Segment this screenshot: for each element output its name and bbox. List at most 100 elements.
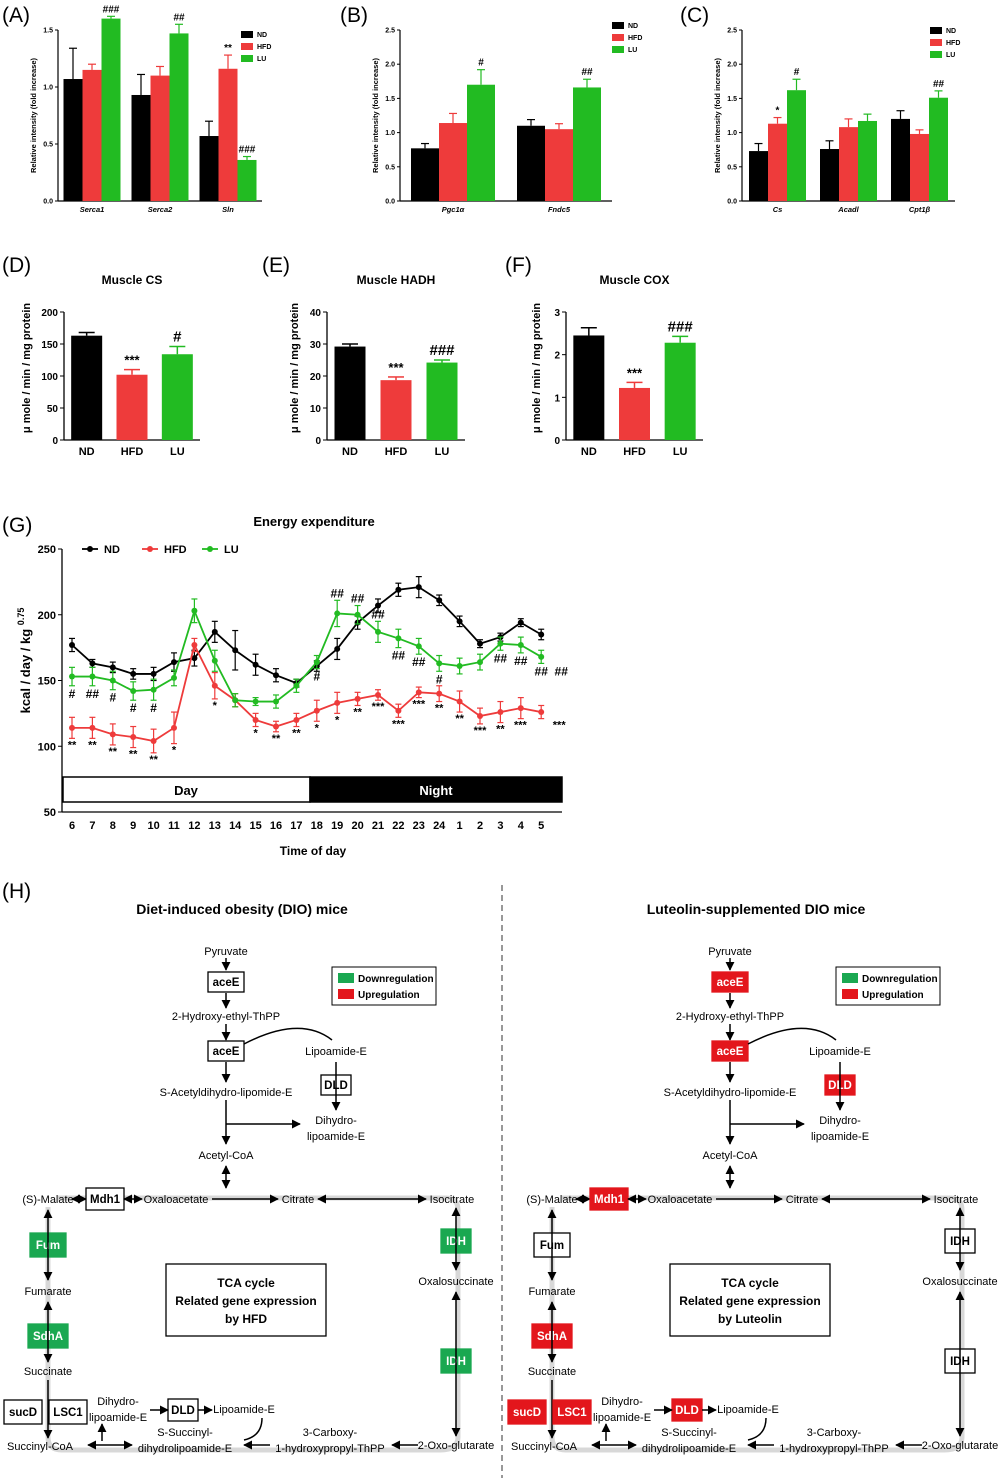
significance-hash: # bbox=[150, 701, 157, 715]
significance-star: * bbox=[213, 700, 218, 712]
y-tick-label: 200 bbox=[38, 610, 56, 622]
chart-d-muscle-cs: Muscle CS 0 50 100 150 200 μ mole / min / mg p… bbox=[21, 273, 200, 458]
bar-b-lu-0 bbox=[467, 84, 495, 201]
bar-e-lu bbox=[426, 362, 458, 440]
point-nd-5 bbox=[171, 659, 177, 666]
significance-label: ### bbox=[239, 145, 256, 156]
point-nd-16 bbox=[395, 586, 402, 593]
metabolite-label: lipoamide-E bbox=[593, 1412, 651, 1424]
lipoamide-curve bbox=[747, 1417, 767, 1441]
x-tick-label: 13 bbox=[209, 820, 221, 832]
panel-label-f: (F) bbox=[505, 254, 532, 277]
legend-swatch-lu bbox=[930, 51, 942, 58]
legend-swatch-hfd bbox=[241, 43, 253, 50]
y-tick-label: 30 bbox=[310, 340, 322, 351]
metabolite-label: lipoamide-E bbox=[89, 1412, 147, 1424]
significance-star: ** bbox=[353, 706, 362, 718]
x-tick-label: 14 bbox=[229, 820, 242, 832]
x-tick-label: HFD bbox=[121, 446, 144, 458]
significance-hash: ## bbox=[555, 664, 569, 678]
y-tick-label: 0 bbox=[52, 436, 58, 447]
x-tick-label: 9 bbox=[130, 820, 136, 832]
significance-hash: ## bbox=[86, 687, 100, 701]
point-hfd-21 bbox=[497, 709, 504, 716]
metabolite-label: S-Acetyldihydro-lipomide-E bbox=[664, 1087, 797, 1099]
panel-label-e: (E) bbox=[262, 254, 290, 277]
point-nd-8 bbox=[232, 647, 239, 654]
metabolite-label: 2-Oxo-glutarate bbox=[418, 1440, 494, 1452]
significance-hash: ## bbox=[535, 664, 549, 678]
bar-c-hfd-0 bbox=[768, 123, 787, 201]
point-lu-2 bbox=[109, 677, 116, 684]
y-axis-label: μ mole / min / mg protein bbox=[289, 303, 301, 433]
metabolite-label: 3-Carboxy- bbox=[303, 1427, 358, 1439]
day-band-label: Day bbox=[174, 783, 199, 798]
point-lu-7 bbox=[211, 657, 218, 664]
tca-cycle-ring bbox=[45, 1195, 461, 1453]
x-tick-label: 10 bbox=[147, 820, 159, 832]
y-tick-label: 1.5 bbox=[385, 96, 395, 103]
point-hfd-0 bbox=[69, 724, 75, 731]
point-lu-17 bbox=[415, 643, 422, 650]
significance-star: ** bbox=[88, 739, 97, 751]
point-hfd-17 bbox=[415, 689, 422, 696]
metabolite-label: Lipoamide-E bbox=[809, 1046, 871, 1058]
point-hfd-15 bbox=[375, 691, 381, 698]
x-tick-label: 18 bbox=[311, 820, 323, 832]
metabolite-label: Isocitrate bbox=[934, 1194, 979, 1206]
gene-label-sucd: sucD bbox=[513, 1407, 541, 1419]
bar-c-nd-0 bbox=[749, 151, 768, 201]
legend-label: HFD bbox=[946, 40, 960, 47]
metabolite-label: (S)-Malate bbox=[526, 1194, 577, 1206]
x-tick-label: 16 bbox=[270, 820, 282, 832]
legend-swatch-lu bbox=[612, 46, 624, 53]
point-hfd-5 bbox=[171, 724, 177, 731]
y-tick-label: 150 bbox=[41, 340, 58, 351]
bar-b-hfd-1 bbox=[545, 129, 573, 201]
chart-b-gene-expression: 0.0 0.5 1.0 1.5 2.0 2.5 Relative intensity (fo… bbox=[371, 22, 642, 214]
point-hfd-16 bbox=[395, 707, 402, 714]
y-tick-label: 2.5 bbox=[727, 28, 737, 35]
y-tick-label: 200 bbox=[41, 308, 58, 319]
point-lu-4 bbox=[150, 686, 157, 693]
metabolite-label: Pyruvate bbox=[708, 946, 751, 958]
x-axis-label: Time of day bbox=[280, 844, 347, 858]
point-hfd-11 bbox=[293, 716, 300, 723]
tca-center-label: TCA cycle bbox=[721, 1276, 779, 1290]
metabolite-label: S-Acetyldihydro-lipomide-E bbox=[160, 1087, 293, 1099]
metabolite-label: Dihydro- bbox=[97, 1396, 139, 1408]
x-tick-label: 22 bbox=[392, 820, 404, 832]
point-lu-5 bbox=[171, 674, 177, 681]
significance-hash: ## bbox=[392, 649, 406, 663]
point-hfd-18 bbox=[436, 690, 443, 697]
y-tick-label: 1.5 bbox=[43, 28, 53, 35]
bar-d-lu bbox=[161, 354, 193, 440]
point-lu-21 bbox=[497, 640, 504, 647]
bar-f-hfd bbox=[619, 387, 650, 440]
significance-star: ** bbox=[68, 739, 77, 751]
y-tick-label: 0 bbox=[315, 436, 321, 447]
metabolite-label: Succinate bbox=[24, 1366, 72, 1378]
metabolite-label: 2-Hydroxy-ethyl-ThPP bbox=[676, 1011, 784, 1023]
tca-center-label: Related gene expression bbox=[175, 1294, 316, 1308]
x-tick-label: 6 bbox=[69, 820, 75, 832]
x-tick-label: 8 bbox=[110, 820, 116, 832]
legend-label: ND bbox=[104, 544, 120, 556]
significance-hash: # bbox=[436, 672, 443, 686]
metabolite-label: dihydrolipoamide-E bbox=[138, 1443, 232, 1455]
significance-hash: # bbox=[313, 670, 320, 684]
metabolite-label: 3-Carboxy- bbox=[807, 1427, 862, 1439]
metabolite-label: Lipoamide-E bbox=[717, 1404, 779, 1416]
y-tick-label: 0.5 bbox=[43, 142, 53, 149]
point-hfd-19 bbox=[456, 698, 463, 705]
point-lu-9 bbox=[252, 698, 259, 705]
chart-c-gene-expression: 0.0 0.5 1.0 1.5 2.0 2.5 Relative intensity (fo… bbox=[713, 27, 960, 214]
panel-label-b: (B) bbox=[340, 4, 368, 27]
significance-label: ## bbox=[933, 79, 945, 90]
point-nd-3 bbox=[130, 670, 137, 677]
legend-swatch-hfd bbox=[930, 39, 942, 46]
bar-c-hfd-2 bbox=[910, 133, 929, 201]
significance-star: * bbox=[172, 745, 177, 757]
night-band-label: Night bbox=[419, 783, 453, 798]
